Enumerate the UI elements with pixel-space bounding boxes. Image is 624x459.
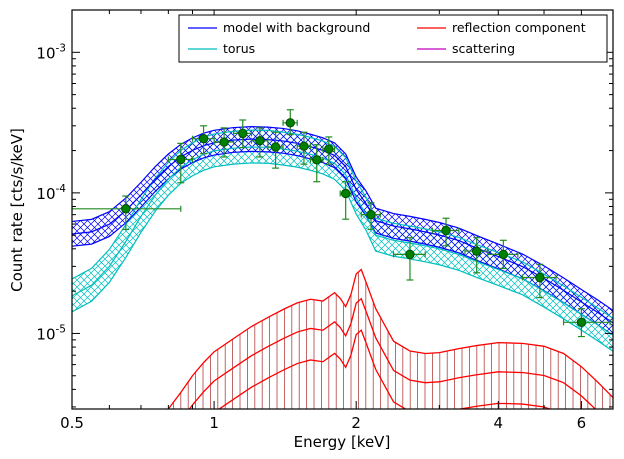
data-point-marker (340, 188, 351, 199)
data-point-marker (176, 154, 186, 165)
data-point (233, 119, 253, 149)
y-tick-label: 10-3 (36, 42, 66, 62)
data-point-marker (219, 137, 229, 147)
data-point (191, 125, 215, 155)
x-tick-label: 1 (209, 414, 219, 432)
y-tick-label: 10-5 (36, 323, 66, 343)
data-point (431, 217, 460, 247)
reflection-component-hatch (173, 271, 611, 409)
data-point (167, 142, 194, 184)
data-point (562, 308, 611, 338)
y-tick-labels: 10-5 10-4 10-3 (36, 42, 66, 343)
legend: model with background reflection compone… (178, 14, 608, 63)
data-point (267, 131, 284, 169)
data-point (282, 109, 298, 136)
data-point (250, 127, 269, 158)
legend-box (178, 14, 608, 63)
plot-frame (71, 9, 614, 410)
data-point-marker (366, 209, 376, 220)
x-tick-label: 4 (494, 414, 504, 432)
data-point (296, 131, 312, 165)
data-point (360, 202, 381, 230)
data-points (72, 109, 611, 338)
legend-label-reflection-component: reflection component (452, 20, 586, 35)
data-point-marker (238, 128, 248, 139)
x-tick-labels: 0.5 1 2 4 6 (60, 414, 586, 432)
data-point (322, 136, 336, 165)
reflection-component-upper-line (167, 268, 613, 409)
data-point-marker (285, 118, 295, 128)
x-tick-label: 2 (351, 414, 361, 432)
data-point-marker (270, 142, 281, 152)
data-point-marker (405, 249, 415, 260)
data-point (72, 195, 182, 230)
data-point (309, 144, 324, 183)
y-axis-title: Count rate [cts/s/keV] (8, 128, 26, 292)
data-point-marker (324, 144, 334, 154)
plot-area (72, 109, 613, 409)
data-point-marker (471, 246, 482, 256)
data-point-marker (498, 249, 509, 260)
data-point-marker (255, 136, 265, 146)
x-tick-label: 6 (577, 414, 587, 432)
data-point-marker (121, 204, 131, 214)
torus-lower-line (72, 162, 613, 352)
legend-label-scattering: scattering (452, 41, 515, 56)
data-point (521, 263, 557, 299)
reflection-component-lower-line (218, 329, 552, 409)
data-point (464, 237, 489, 274)
data-point-marker (299, 141, 309, 151)
legend-label-model-with-background: model with background (223, 20, 370, 35)
x-axis-title: Energy [keV] (294, 433, 391, 451)
data-point-marker (535, 272, 545, 283)
data-point (487, 239, 519, 270)
model-with-background-band (72, 126, 613, 336)
data-point (392, 237, 426, 281)
data-point (213, 127, 235, 158)
legend-label-torus: torus (223, 41, 255, 56)
data-point (339, 181, 352, 220)
data-point-marker (198, 133, 209, 144)
x-tick-label: 0.5 (60, 414, 84, 432)
data-point-marker (312, 155, 322, 165)
reflection-component-line (188, 297, 597, 409)
axis-ticks (71, 9, 614, 409)
model-bands (72, 126, 613, 409)
data-point-marker (441, 225, 451, 236)
y-tick-label: 10-4 (36, 183, 66, 203)
data-point-marker (576, 317, 587, 328)
